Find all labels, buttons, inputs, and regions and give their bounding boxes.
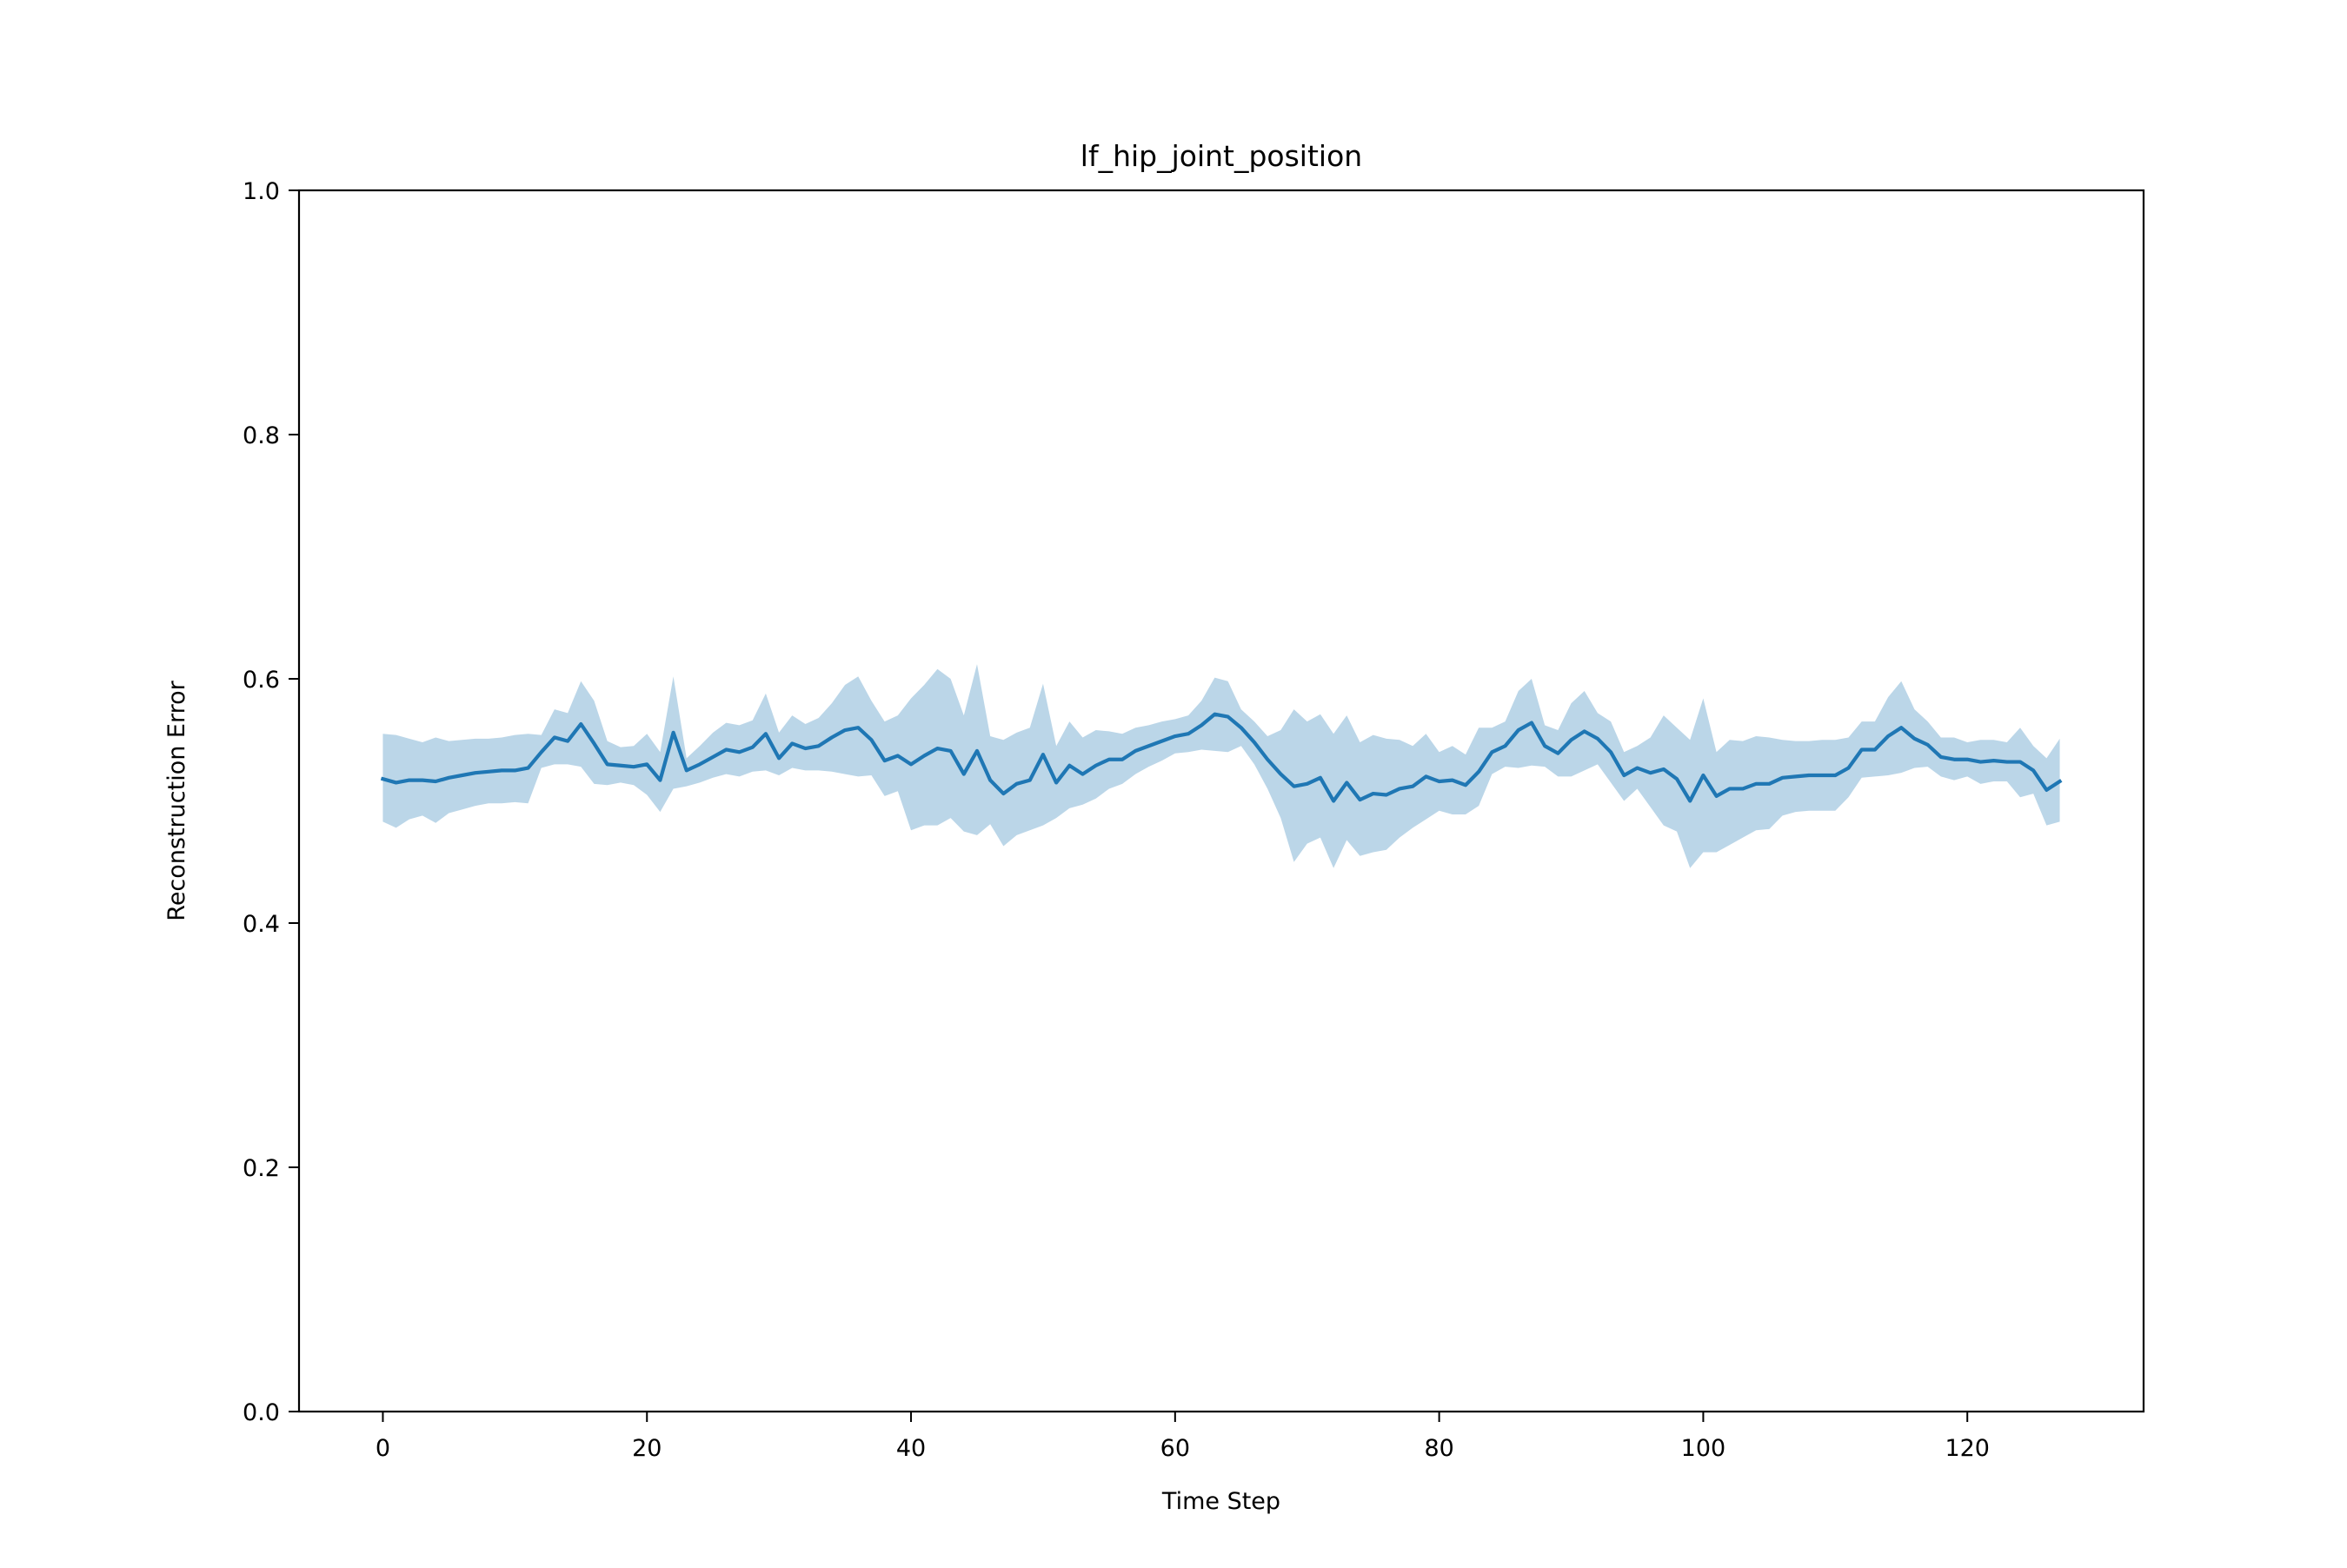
x-tick-label: 60 xyxy=(1160,1435,1190,1462)
y-axis-ticks: 0.0 0.2 0.4 0.6 0.8 1.0 xyxy=(243,178,299,1426)
y-tick-label: 1.0 xyxy=(243,178,280,205)
confidence-band xyxy=(382,664,2060,868)
x-tick-label: 20 xyxy=(632,1435,662,1462)
x-tick-label: 80 xyxy=(1424,1435,1453,1462)
y-axis-label: Reconstruction Error xyxy=(163,680,190,920)
x-tick-label: 0 xyxy=(376,1435,390,1462)
y-tick-label: 0.8 xyxy=(243,422,280,449)
x-tick-label: 40 xyxy=(896,1435,926,1462)
y-tick-label: 0.2 xyxy=(243,1155,280,1182)
mean-series-line xyxy=(380,712,2063,803)
chart-title: lf_hip_joint_position xyxy=(1080,139,1362,173)
x-tick-label: 100 xyxy=(1681,1435,1726,1462)
x-tick-label: 120 xyxy=(1945,1435,1990,1462)
x-axis-ticks: 0 20 40 60 80 100 120 xyxy=(376,1412,1990,1462)
y-tick-label: 0.4 xyxy=(243,911,280,938)
y-tick-label: 0.6 xyxy=(243,667,280,694)
y-tick-label: 0.0 xyxy=(243,1399,280,1426)
x-axis-label: Time Step xyxy=(1161,1488,1280,1515)
plot-frame xyxy=(297,189,2145,1413)
